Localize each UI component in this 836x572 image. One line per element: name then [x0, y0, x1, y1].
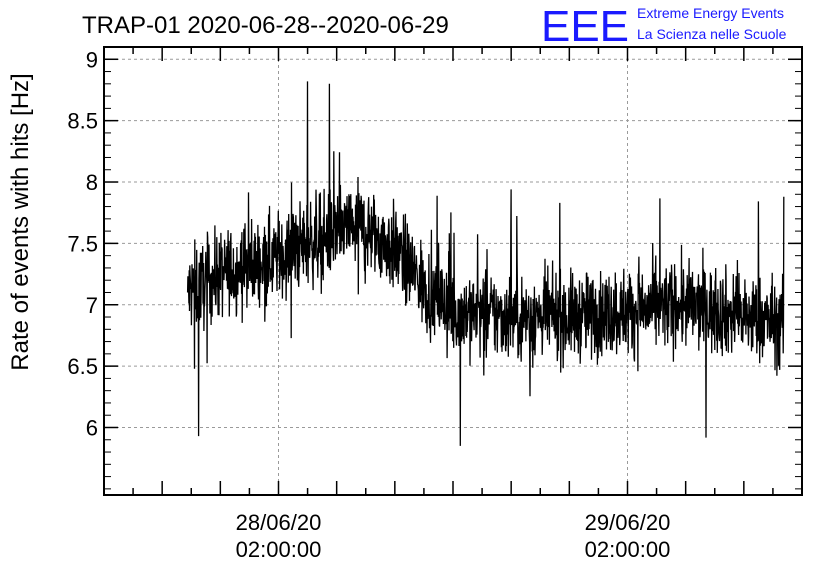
- x-tick-label-time: 02:00:00: [236, 537, 322, 562]
- x-tick-label-time: 02:00:00: [585, 537, 671, 562]
- eee-logo: EEE Extreme Energy Events La Scienza nel…: [541, 2, 787, 51]
- y-tick-label: 8: [86, 170, 98, 195]
- logo-line-1: Extreme Energy Events: [637, 5, 784, 21]
- y-tick-labels: 6 6.5 7 7.5 8 8.5 9: [67, 47, 98, 440]
- y-tick-label: 9: [86, 47, 98, 72]
- y-axis-label: Rate of events with hits [Hz]: [7, 73, 34, 370]
- y-tick-label: 6: [86, 415, 98, 440]
- y-tick-label: 7.5: [67, 231, 98, 256]
- y-tick-label: 6.5: [67, 354, 98, 379]
- axis-ticks: [103, 46, 803, 495]
- series-line: [186, 81, 785, 446]
- x-tick-label-date: 28/06/20: [236, 510, 322, 535]
- chart-title: TRAP-01 2020-06-28--2020-06-29: [82, 12, 449, 39]
- eee-logo-mark: EEE: [541, 2, 629, 51]
- y-tick-label: 8.5: [67, 109, 98, 134]
- series-rate: [186, 81, 785, 446]
- x-tick-label-date: 29/06/20: [585, 510, 671, 535]
- y-tick-label: 7: [86, 293, 98, 318]
- logo-line-2: La Scienza nelle Scuole: [637, 26, 787, 42]
